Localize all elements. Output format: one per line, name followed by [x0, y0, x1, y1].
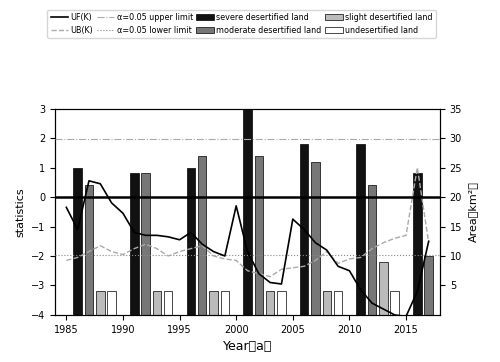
Bar	[368, 185, 376, 315]
Bar	[152, 291, 161, 315]
Bar	[266, 291, 274, 315]
Bar	[186, 168, 195, 315]
Bar	[244, 103, 252, 315]
Bar	[356, 144, 365, 315]
Legend: UF(K), UB(K), α=0.05 upper limit, α=0.05 lower limit, severe desertified land, m: UF(K), UB(K), α=0.05 upper limit, α=0.05…	[48, 9, 436, 38]
Y-axis label: statistics: statistics	[16, 187, 26, 237]
Bar	[108, 291, 116, 315]
Bar	[254, 156, 263, 315]
Bar	[130, 173, 138, 315]
Bar	[74, 168, 82, 315]
Bar	[84, 185, 93, 315]
Bar	[424, 256, 433, 315]
Bar	[322, 291, 331, 315]
Bar	[142, 173, 150, 315]
Y-axis label: Area（km²）: Area（km²）	[468, 181, 478, 242]
Bar	[96, 291, 104, 315]
Bar	[379, 262, 388, 315]
Bar	[164, 291, 172, 315]
Bar	[210, 291, 218, 315]
Bar	[311, 162, 320, 315]
Bar	[390, 291, 399, 315]
Bar	[220, 291, 229, 315]
X-axis label: Year（a）: Year（a）	[223, 340, 272, 353]
Bar	[413, 173, 422, 315]
Bar	[198, 156, 206, 315]
Bar	[334, 291, 342, 315]
Bar	[277, 291, 285, 315]
Bar	[300, 144, 308, 315]
